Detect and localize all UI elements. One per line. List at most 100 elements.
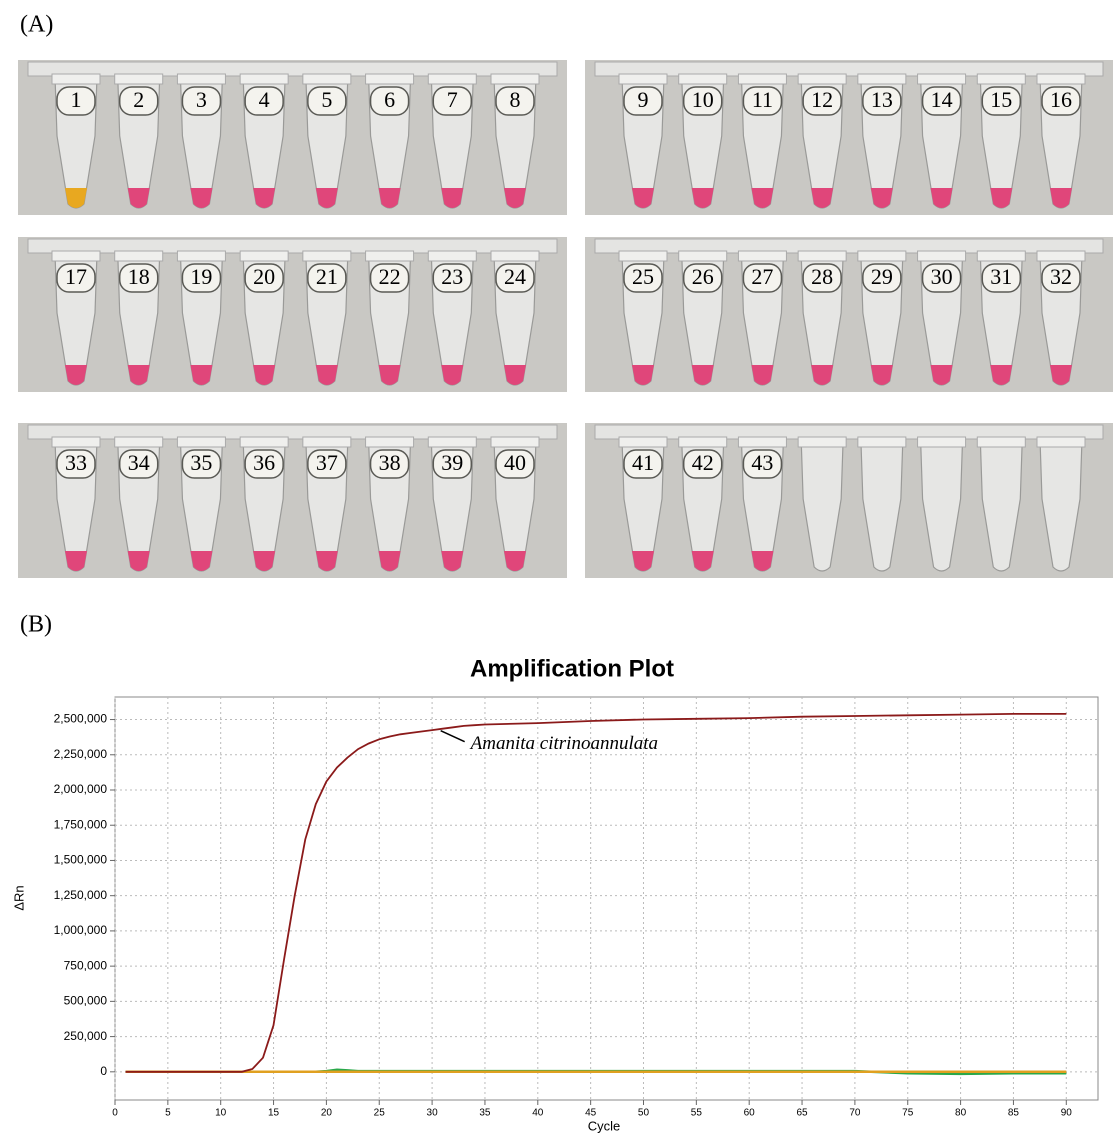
tube-cap: [239, 436, 289, 448]
tube-cap: [618, 436, 668, 448]
x-tick-label: 50: [638, 1108, 650, 1119]
tube-cap: [114, 250, 164, 262]
tube-liquid: [751, 551, 774, 571]
tube-label-bg: [118, 449, 159, 479]
tube-label-bg: [369, 86, 410, 116]
tube-label-bg: [432, 86, 473, 116]
tube-cap: [976, 73, 1026, 85]
x-tick-label: 60: [744, 1108, 756, 1119]
tube-liquid: [870, 365, 893, 385]
tube-label: 38: [379, 450, 401, 475]
tube-label-bg: [307, 449, 347, 479]
series-line: [125, 713, 1067, 1073]
tube-label-bg: [118, 263, 159, 293]
tube-label-bg: [495, 449, 535, 479]
tube-label-bg: [1041, 86, 1081, 116]
tube-liquid: [190, 551, 213, 571]
tube-liquid: [691, 551, 714, 571]
tube-cap: [1036, 436, 1086, 448]
panel-label: (B): [20, 612, 52, 638]
tube: [800, 438, 844, 572]
series-annotation: Amanita citrinoannulata: [469, 733, 658, 754]
tube-liquid: [378, 188, 401, 208]
tube-label: 37: [316, 450, 338, 475]
tube-label-bg: [1041, 263, 1081, 293]
tube-cap: [302, 436, 352, 448]
tube: [979, 438, 1023, 572]
tube-liquid: [315, 365, 338, 385]
tube-cap: [176, 436, 226, 448]
tube-label: 35: [190, 450, 212, 475]
tube-liquid: [930, 188, 953, 208]
photo-background: [18, 60, 567, 215]
tube-label-bg: [802, 263, 842, 293]
tube-cap: [302, 73, 352, 85]
tube-label-bg: [682, 263, 723, 293]
tube-liquid: [632, 365, 654, 385]
tube-label: 23: [441, 264, 463, 289]
panel-label: (A): [20, 12, 53, 38]
tube-liquid: [315, 551, 338, 571]
tube-cap: [51, 250, 101, 262]
tube-label-bg: [623, 449, 663, 479]
tube-label-bg: [921, 86, 962, 116]
tube-cap: [427, 436, 477, 448]
y-tick-label: 0: [100, 1064, 107, 1078]
y-tick-label: 1,000,000: [54, 923, 108, 937]
tube-cap: [618, 73, 668, 85]
tube-label: 5: [321, 87, 332, 112]
tube-label: 34: [128, 450, 150, 475]
tube-label-bg: [369, 449, 410, 479]
tube-liquid: [691, 188, 714, 208]
tube-cap: [239, 73, 289, 85]
tube-label: 2: [133, 87, 144, 112]
x-tick-label: 90: [1061, 1108, 1073, 1119]
tube-liquid: [378, 551, 401, 571]
tube-label: 22: [379, 264, 401, 289]
tube-label-bg: [682, 86, 723, 116]
tube-label: 17: [65, 264, 87, 289]
tube-label-bg: [244, 263, 284, 293]
tube-label: 4: [259, 87, 270, 112]
tube-label: 43: [751, 450, 773, 475]
y-tick-label: 2,250,000: [54, 747, 108, 761]
tube-cap: [490, 250, 540, 262]
x-tick-label: 10: [215, 1108, 227, 1119]
tube: [919, 438, 964, 572]
tube-label: 31: [990, 264, 1012, 289]
tube-label: 16: [1050, 87, 1072, 112]
tube-label: 42: [692, 450, 714, 475]
tube-label: 28: [811, 264, 833, 289]
photo-background: [585, 237, 1113, 392]
tube-label-bg: [307, 86, 347, 116]
tube-cap: [176, 73, 226, 85]
tube-cap: [917, 436, 967, 448]
tube: [860, 438, 904, 572]
tube-liquid: [504, 365, 526, 385]
x-tick-label: 15: [268, 1108, 280, 1119]
tube-label-bg: [181, 263, 222, 293]
tube-label: 32: [1050, 264, 1072, 289]
tube-label: 7: [447, 87, 458, 112]
tube-label-bg: [682, 449, 723, 479]
tube-cap: [490, 73, 540, 85]
tube-cap: [737, 436, 787, 448]
tube-cap: [857, 250, 907, 262]
tube-cap: [618, 250, 668, 262]
x-tick-label: 25: [374, 1108, 386, 1119]
tube-liquid: [504, 551, 526, 571]
tube-cap: [114, 436, 164, 448]
y-tick-label: 2,500,000: [54, 712, 108, 726]
plot-area: [114, 696, 1099, 1101]
tube-label: 13: [871, 87, 893, 112]
strip-frame: [27, 61, 558, 77]
tube-liquid: [691, 365, 714, 385]
photo-background: [585, 60, 1113, 215]
x-tick-label: 35: [479, 1108, 491, 1119]
tube-label-bg: [981, 86, 1022, 116]
tube-cap: [797, 250, 847, 262]
tube-label-bg: [921, 263, 962, 293]
tube-cap: [976, 250, 1026, 262]
tube-liquid: [811, 188, 834, 208]
